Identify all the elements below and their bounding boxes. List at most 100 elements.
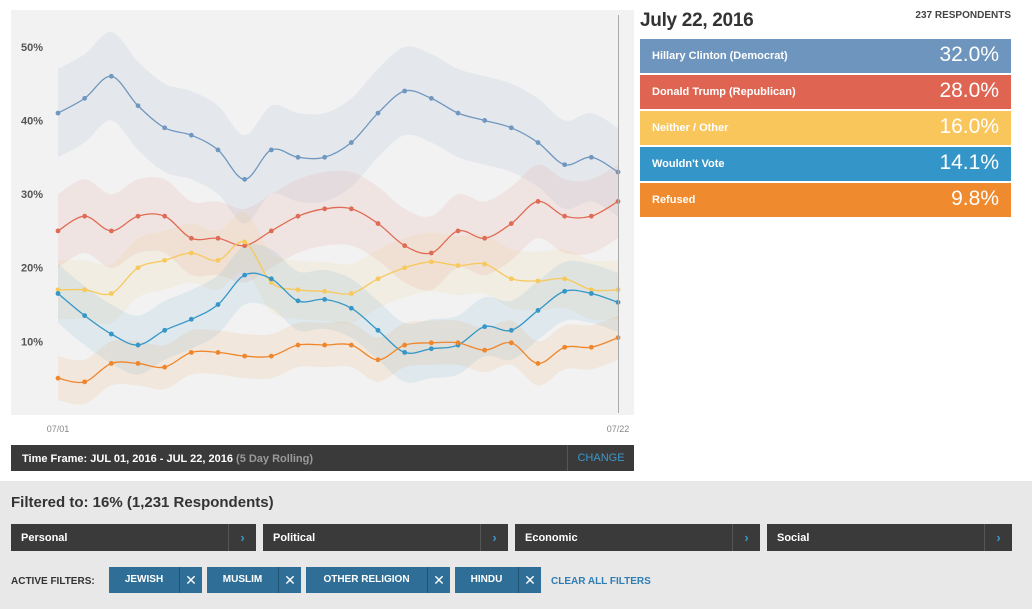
chevron-right-icon[interactable]: ›	[480, 524, 508, 551]
data-point	[215, 147, 221, 153]
category-label: Personal	[21, 532, 68, 544]
data-point	[135, 103, 141, 109]
category-economic-button[interactable]: Economic ›	[515, 524, 760, 551]
result-value: 16.0%	[939, 115, 999, 138]
close-icon[interactable]: ✕	[278, 567, 301, 593]
data-point	[482, 118, 488, 123]
data-point	[188, 250, 194, 256]
close-icon[interactable]: ✕	[427, 567, 450, 593]
data-point	[108, 291, 114, 296]
result-name: Wouldn't Vote	[652, 158, 725, 170]
result-name: Neither / Other	[652, 122, 729, 134]
category-label: Political	[273, 532, 316, 544]
data-point	[188, 316, 194, 322]
data-point	[108, 361, 114, 366]
close-icon[interactable]: ✕	[179, 567, 202, 593]
data-point	[482, 235, 488, 241]
timeframe-label: Time Frame: JUL 01, 2016 - JUL 22, 2016	[22, 453, 233, 465]
data-point	[535, 278, 541, 284]
chevron-right-icon[interactable]: ›	[984, 524, 1012, 551]
clear-all-filters-link[interactable]: CLEAR ALL FILTERS	[551, 576, 651, 587]
data-point	[215, 302, 221, 307]
chip-label: HINDU	[470, 574, 503, 585]
data-point	[482, 261, 488, 267]
data-point	[428, 95, 434, 101]
data-point	[508, 276, 514, 282]
data-point	[588, 213, 594, 219]
data-point	[348, 342, 354, 348]
result-name: Refused	[652, 194, 696, 206]
result-name: Hillary Clinton (Democrat)	[652, 50, 788, 62]
category-social-button[interactable]: Social ›	[767, 524, 1012, 551]
timeframe-text: Time Frame: JUL 01, 2016 - JUL 22, 2016 …	[22, 453, 313, 465]
data-point	[82, 313, 88, 318]
active-filters-label: ACTIVE FILTERS:	[11, 576, 95, 587]
timeframe-bar: Time Frame: JUL 01, 2016 - JUL 22, 2016 …	[11, 445, 634, 471]
data-point	[215, 235, 221, 241]
data-point	[375, 327, 381, 333]
category-personal-button[interactable]: Personal ›	[11, 524, 256, 551]
y-tick-label: 20%	[21, 263, 43, 275]
data-point	[268, 147, 274, 153]
chevron-right-icon[interactable]: ›	[228, 524, 256, 551]
data-point	[402, 342, 408, 348]
chip-label: MUSLIM	[222, 574, 263, 585]
data-point	[135, 361, 141, 366]
data-point	[215, 350, 221, 355]
result-row-neither: Neither / Other 16.0%	[640, 111, 1011, 145]
data-point	[348, 206, 354, 212]
data-point	[188, 235, 194, 241]
chip-label: JEWISH	[124, 574, 164, 585]
confidence-band-0	[58, 32, 618, 224]
data-point	[82, 379, 88, 385]
filter-chip-hindu: HINDU ✕	[455, 567, 541, 593]
result-name: Donald Trump (Republican)	[652, 86, 796, 98]
data-point	[455, 263, 461, 268]
data-point	[135, 265, 141, 271]
data-point	[482, 324, 488, 330]
filter-chip-other-religion: OTHER RELIGION ✕	[306, 567, 450, 593]
category-political-button[interactable]: Political ›	[263, 524, 508, 551]
data-point	[268, 276, 274, 282]
series-line-3	[57, 272, 619, 354]
data-point	[428, 346, 434, 352]
data-point	[162, 364, 168, 370]
data-point	[428, 340, 434, 346]
data-point	[188, 350, 194, 355]
data-point	[108, 331, 114, 337]
data-point	[82, 213, 88, 219]
data-point	[348, 305, 354, 311]
change-timeframe-button[interactable]: CHANGE	[567, 445, 634, 471]
data-point	[535, 308, 541, 313]
result-row-wouldnt-vote: Wouldn't Vote 14.1%	[640, 147, 1011, 181]
data-point	[375, 110, 381, 116]
data-point	[508, 327, 514, 333]
trend-chart: 50% 40% 30% 20% 10% 07/01 07/22	[11, 10, 634, 445]
data-point	[428, 250, 434, 256]
close-icon[interactable]: ✕	[518, 567, 541, 593]
result-value: 32.0%	[939, 43, 999, 66]
category-label: Social	[777, 532, 810, 544]
x-axis-strip	[11, 415, 634, 445]
data-point	[588, 291, 594, 296]
data-point	[162, 213, 168, 219]
chevron-right-icon[interactable]: ›	[732, 524, 760, 551]
data-point	[295, 213, 301, 219]
data-point	[295, 154, 301, 160]
series-line-4	[57, 337, 619, 384]
data-point	[402, 350, 408, 355]
data-point	[402, 88, 408, 94]
data-point	[135, 342, 141, 348]
filter-chip-muslim: MUSLIM ✕	[207, 567, 301, 593]
data-point	[268, 353, 274, 359]
data-point	[268, 228, 274, 234]
data-point	[55, 228, 61, 234]
confidence-band-3	[58, 243, 618, 383]
data-point	[242, 272, 248, 278]
data-point	[295, 298, 301, 304]
data-point	[322, 154, 328, 160]
data-point	[162, 125, 168, 131]
data-point	[402, 243, 408, 249]
data-point	[242, 239, 248, 245]
data-point	[375, 276, 381, 282]
